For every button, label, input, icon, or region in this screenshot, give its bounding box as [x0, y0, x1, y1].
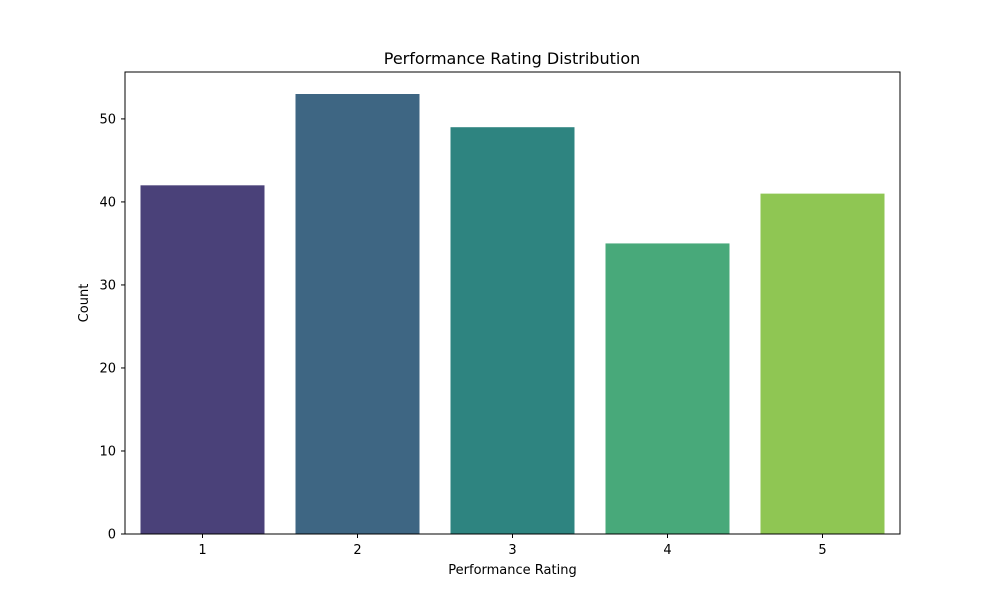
y-tick-label: 0 [108, 528, 116, 543]
x-axis-label: Performance Rating [448, 563, 576, 578]
y-tick-label: 20 [99, 361, 116, 376]
bar-rating-5 [760, 193, 885, 535]
bar-rating-2 [295, 94, 420, 534]
x-tick-label: 4 [663, 543, 671, 558]
x-axis: 1 2 3 4 5 [198, 534, 827, 558]
bars-layer [140, 94, 885, 535]
y-axis: 0 10 20 30 40 50 [99, 112, 125, 543]
x-tick-label: 3 [508, 543, 516, 558]
bar-rating-3 [450, 127, 575, 534]
plot-frame [124, 71, 901, 535]
x-tick-label: 5 [818, 543, 826, 558]
bar-rating-1 [140, 185, 265, 535]
y-tick-label: 50 [99, 112, 116, 127]
y-tick-label: 40 [99, 195, 116, 210]
y-tick-label: 10 [99, 444, 116, 459]
chart-title: Performance Rating Distribution [384, 49, 641, 68]
x-tick-label: 1 [198, 543, 206, 558]
x-tick-label: 2 [353, 543, 361, 558]
y-tick-label: 30 [99, 278, 116, 293]
y-axis-label: Count [77, 284, 92, 323]
bar-rating-4 [605, 243, 730, 534]
